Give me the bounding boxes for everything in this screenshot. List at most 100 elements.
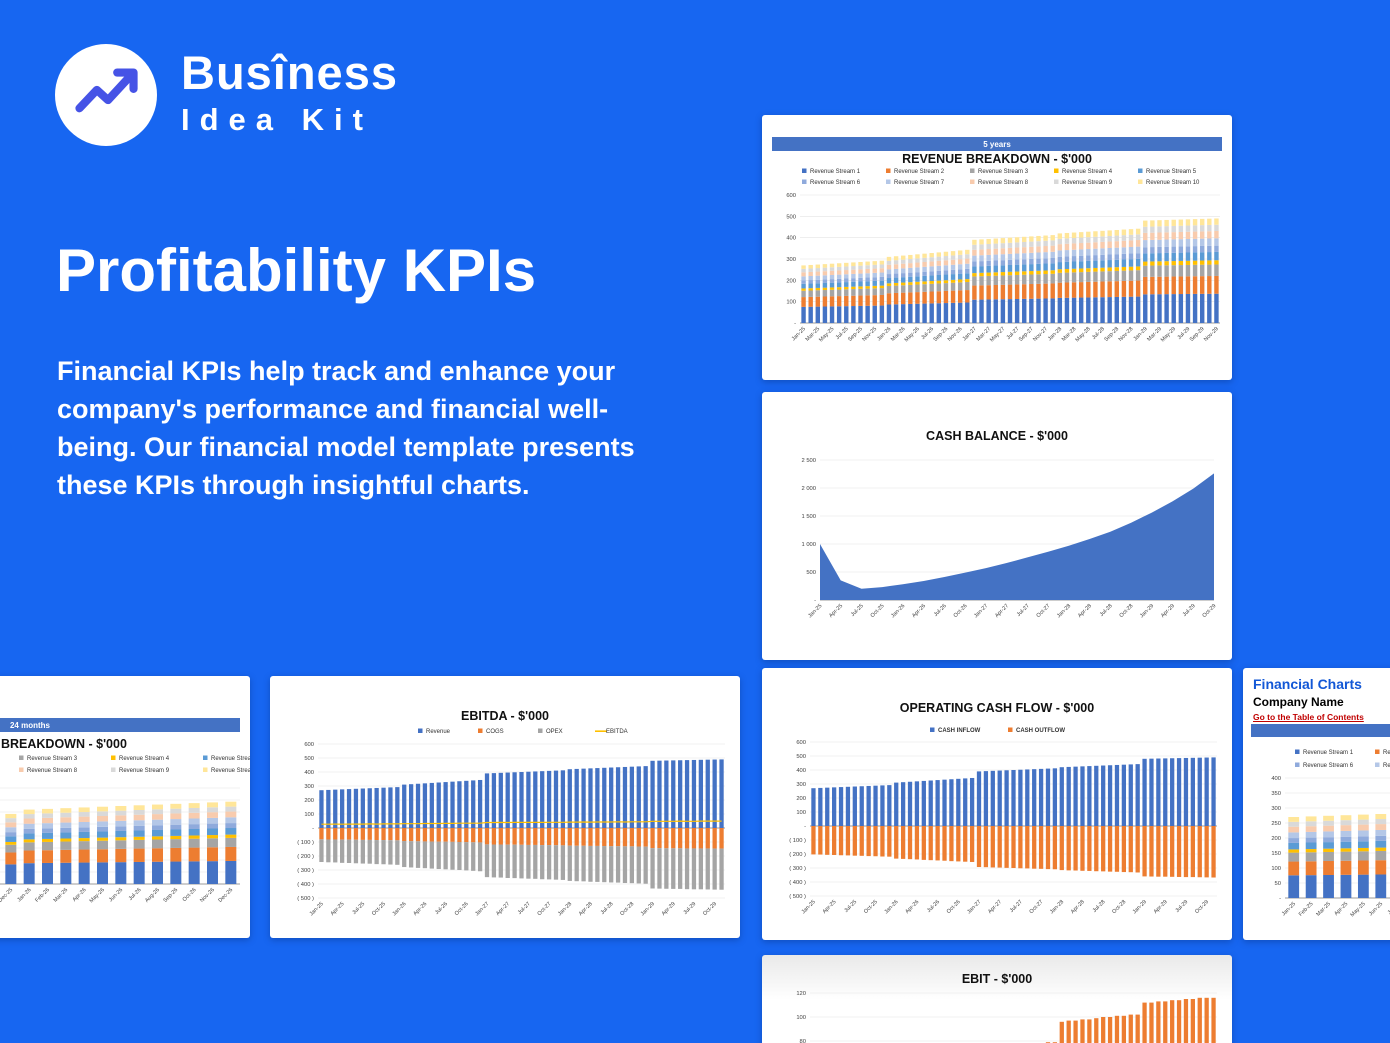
svg-text:Oct-27: Oct-27 — [1036, 603, 1052, 619]
svg-text:Jan-25: Jan-25 — [807, 603, 823, 619]
svg-text:300: 300 — [1271, 806, 1281, 812]
svg-text:Jul-25: Jul-25 — [351, 901, 366, 916]
svg-text:600: 600 — [786, 193, 796, 199]
svg-text:Apr-29: Apr-29 — [661, 901, 677, 917]
svg-text:100: 100 — [1271, 866, 1281, 872]
svg-text:Nov-29: Nov-29 — [1203, 326, 1220, 343]
svg-text:400: 400 — [796, 768, 806, 774]
svg-text:Dec-26: Dec-26 — [217, 887, 234, 904]
svg-text:350: 350 — [1271, 791, 1281, 797]
svg-text:200: 200 — [786, 278, 796, 284]
svg-text:150: 150 — [1271, 851, 1281, 857]
svg-text:Sep-29: Sep-29 — [1189, 326, 1206, 343]
svg-text:Oct-26: Oct-26 — [953, 603, 969, 619]
table-of-contents-link[interactable]: Go to the Table of Contents — [1253, 712, 1364, 722]
svg-text:CASH BALANCE - $'000: CASH BALANCE - $'000 — [926, 429, 1068, 443]
svg-text:Jan-28: Jan-28 — [1049, 899, 1065, 915]
svg-text:REVENUE BREAKDOWN - $'000: REVENUE BREAKDOWN - $'000 — [902, 152, 1092, 166]
svg-text:100: 100 — [796, 810, 806, 816]
svg-text:Revenue Stream 7: Revenue Stream 7 — [894, 180, 945, 186]
svg-text:Revenue Stream 6: Revenue Stream 6 — [1303, 763, 1354, 769]
svg-text:( 400 ): ( 400 ) — [297, 882, 314, 888]
svg-text:Jan-29: Jan-29 — [1133, 326, 1149, 342]
svg-text:Mar-26: Mar-26 — [53, 887, 70, 904]
svg-text:Jul-27: Jul-27 — [517, 901, 532, 916]
svg-text:Revenue Stream 7: Revenue Stream 7 — [1383, 763, 1390, 769]
svg-text:Apr-29: Apr-29 — [1153, 899, 1169, 915]
svg-text:300: 300 — [304, 784, 314, 790]
svg-text:Revenue Stream 10: Revenue Stream 10 — [211, 768, 250, 774]
page-description: Financial KPIs help track and enhance yo… — [57, 356, 635, 500]
svg-text:EBIT - $'000: EBIT - $'000 — [962, 972, 1032, 986]
svg-text:Apr-27: Apr-27 — [987, 899, 1003, 915]
svg-text:Jan-29: Jan-29 — [640, 901, 656, 917]
svg-text:Oct-25: Oct-25 — [863, 899, 879, 915]
svg-text:Revenue Stream 5: Revenue Stream 5 — [1146, 169, 1197, 175]
svg-text:( 300 ): ( 300 ) — [297, 868, 314, 874]
svg-text:Jan-26: Jan-26 — [876, 326, 892, 342]
svg-text:-: - — [804, 824, 806, 830]
revenue-breakdown-5y-chart: 5 years REVENUE BREAKDOWN - $'000 Revenue … — [772, 137, 1222, 343]
svg-text:500: 500 — [304, 756, 314, 762]
svg-text:( 100 ): ( 100 ) — [297, 840, 314, 846]
svg-text:( 300 ): ( 300 ) — [789, 866, 806, 872]
svg-text:400: 400 — [304, 770, 314, 776]
svg-text:300: 300 — [786, 257, 796, 263]
svg-text:Apr-25: Apr-25 — [330, 901, 346, 917]
trend-arrow-icon — [75, 68, 138, 113]
svg-text:Jul-28: Jul-28 — [1099, 603, 1114, 618]
svg-text:Revenue Stream 4: Revenue Stream 4 — [119, 756, 170, 762]
svg-text:Jun-26: Jun-26 — [108, 887, 124, 903]
svg-text:600: 600 — [304, 742, 314, 748]
svg-text:400: 400 — [1271, 776, 1281, 782]
svg-text:1 500: 1 500 — [801, 514, 816, 520]
svg-text:Jul-28: Jul-28 — [1092, 899, 1107, 914]
svg-text:1 000: 1 000 — [801, 542, 816, 548]
svg-text:Apr-26: Apr-26 — [412, 901, 428, 917]
svg-text:Jul-26: Jul-26 — [933, 603, 948, 618]
financial-charts-title: Financial Charts — [1253, 676, 1362, 692]
panel-financial-charts-nav: Financial Charts Company Name Go to the … — [1243, 668, 1390, 940]
svg-text:Oct-28: Oct-28 — [1119, 603, 1135, 619]
svg-text:Sep-28: Sep-28 — [1103, 326, 1120, 343]
svg-text:Revenue: Revenue — [426, 729, 451, 735]
svg-text:Apr-29: Apr-29 — [1160, 603, 1176, 619]
svg-text:Aug-26: Aug-26 — [144, 887, 161, 904]
svg-text:Revenue Stream 8: Revenue Stream 8 — [978, 180, 1029, 186]
svg-text:100: 100 — [304, 812, 314, 818]
svg-text:COGS: COGS — [486, 729, 504, 735]
brand-name: Busîness — [181, 46, 398, 99]
svg-text:Revenue Stream 6: Revenue Stream 6 — [810, 180, 861, 186]
svg-text:Jan-25: Jan-25 — [1281, 901, 1297, 917]
svg-text:5 years: 5 years — [983, 140, 1011, 149]
svg-text:May-29: May-29 — [1160, 326, 1177, 343]
svg-text:( 500 ): ( 500 ) — [297, 896, 314, 902]
svg-text:Nov-26: Nov-26 — [947, 326, 964, 343]
svg-text:Oct-27: Oct-27 — [1029, 899, 1045, 915]
operating-cash-flow-chart: OPERATING CASH FLOW - $'000 CASH INFLOW CA… — [789, 701, 1217, 915]
svg-text:Revenue Stream 9: Revenue Stream 9 — [1062, 180, 1113, 186]
svg-text:Apr-28: Apr-28 — [1070, 899, 1086, 915]
svg-text:Feb-25: Feb-25 — [1298, 901, 1315, 918]
panel-operating-cash-flow: OPERATING CASH FLOW - $'000 CASH INFLOW CA… — [762, 668, 1232, 940]
svg-text:Jan-26: Jan-26 — [16, 887, 32, 903]
svg-text:Oct-25: Oct-25 — [870, 603, 886, 619]
panel-cash-balance: CASH BALANCE - $'000 2 500 2 000 1 500 1 000… — [762, 392, 1232, 660]
svg-text:Jan-26: Jan-26 — [392, 901, 408, 917]
svg-text:500: 500 — [806, 570, 816, 576]
panel-ebitda: EBITDA - $'000 Revenue COGS OPEX EBITDA 600 50… — [270, 676, 740, 938]
svg-text:Revenue Stream 3: Revenue Stream 3 — [978, 169, 1029, 175]
svg-text:Jan-25: Jan-25 — [791, 326, 807, 342]
svg-text:May-26: May-26 — [89, 887, 106, 904]
svg-text:Nov-26: Nov-26 — [199, 887, 216, 904]
svg-text:Revenue Stream 2: Revenue Stream 2 — [894, 169, 945, 175]
svg-text:REVENUE BREAKDOWN - $'000: REVENUE BREAKDOWN - $'000 — [0, 737, 127, 751]
panel-revenue-breakdown-5y: 5 years REVENUE BREAKDOWN - $'000 Revenue … — [762, 115, 1232, 380]
svg-text:-: - — [814, 598, 816, 604]
svg-text:24 months: 24 months — [10, 721, 51, 730]
svg-text:( 200 ): ( 200 ) — [297, 854, 314, 860]
svg-text:120: 120 — [796, 991, 806, 997]
svg-text:Revenue Stream 2: Revenue Stream 2 — [1383, 750, 1390, 756]
svg-text:Jan-27: Jan-27 — [474, 901, 490, 917]
svg-text:OPEX: OPEX — [546, 729, 563, 735]
